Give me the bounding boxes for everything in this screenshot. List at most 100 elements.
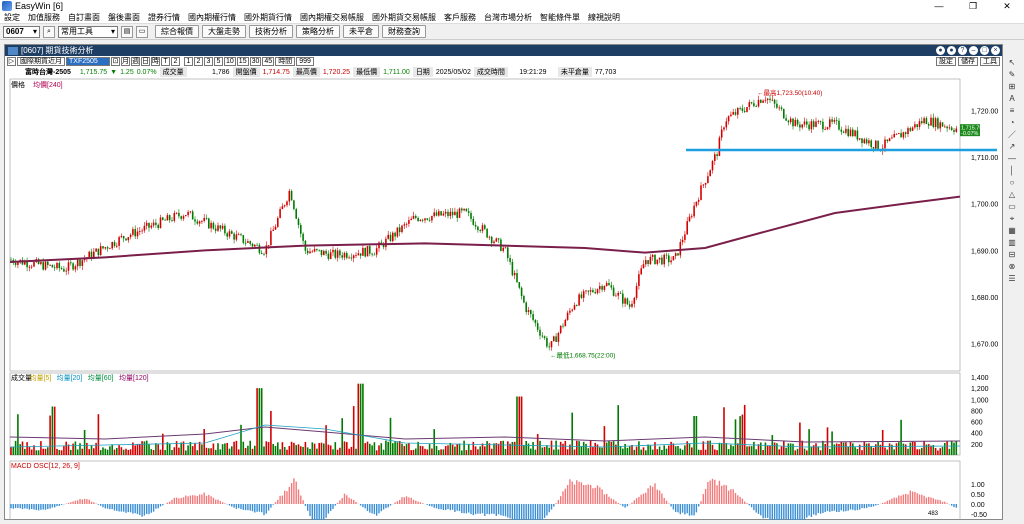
- link-icon[interactable]: ●: [936, 46, 945, 55]
- draw-tool-icon-4[interactable]: ≡: [1009, 106, 1015, 115]
- period-button-1[interactable]: 週: [131, 57, 140, 66]
- draw-tool-icon-16[interactable]: ⊟: [1008, 250, 1016, 259]
- period-button-5[interactable]: 2: [171, 57, 180, 66]
- draw-tool-icon-6[interactable]: ／: [1008, 130, 1016, 139]
- minimize-button[interactable]: —: [934, 1, 944, 11]
- menu-item-11[interactable]: 智能條件單: [540, 13, 580, 22]
- toolbar-button-2[interactable]: 技術分析: [249, 25, 293, 38]
- search-icon[interactable]: ⌕: [43, 25, 55, 38]
- period-button-0[interactable]: 月: [121, 57, 130, 66]
- help-icon[interactable]: ?: [958, 46, 967, 55]
- period-button-2[interactable]: 日: [141, 57, 150, 66]
- draw-tool-icon-12[interactable]: ▭: [1008, 202, 1016, 211]
- draw-tool-icon-1[interactable]: ✎: [1008, 70, 1016, 79]
- draw-tool-icon-7[interactable]: ↗: [1008, 142, 1016, 151]
- candle-body: [536, 323, 539, 330]
- draw-tool-icon-11[interactable]: △: [1008, 190, 1016, 199]
- minute-button-4[interactable]: 10: [224, 57, 236, 66]
- menu-item-10[interactable]: 台灣市場分析: [484, 13, 532, 22]
- minute-button-2[interactable]: 3: [204, 57, 213, 66]
- toolbar-button-1[interactable]: 大盤走勢: [202, 25, 246, 38]
- menu-item-9[interactable]: 客戶服務: [444, 13, 476, 22]
- macd-bar: [428, 504, 431, 506]
- technical-chart[interactable]: 1,720.00 1,710.00 1,700.00 1,690.00 1,680.00…: [5, 77, 1002, 520]
- draw-tool-icon-10[interactable]: ○: [1009, 178, 1015, 187]
- maximize-icon[interactable]: □: [980, 46, 989, 55]
- minute-button-7[interactable]: 45: [262, 57, 275, 66]
- menu-item-4[interactable]: 證券行情: [148, 13, 180, 22]
- draw-tool-icon-15[interactable]: ▥: [1008, 238, 1016, 247]
- volume-bar: [19, 444, 21, 455]
- price-tick: 1,670.00: [971, 342, 998, 349]
- candle-body: [415, 215, 417, 218]
- menu-item-1[interactable]: 加值服務: [28, 13, 60, 22]
- draw-tool-icon-14[interactable]: ▦: [1008, 226, 1016, 235]
- volume-bar: [900, 419, 902, 455]
- minute-button-3[interactable]: 5: [214, 57, 223, 66]
- last-price: 1,715.75: [79, 68, 108, 76]
- draw-tool-icon-8[interactable]: —: [1008, 154, 1016, 163]
- macd-bar: [806, 504, 808, 518]
- toolbar-button-3[interactable]: 策略分析: [296, 25, 340, 38]
- toolbar-button-5[interactable]: 財務查詢: [382, 25, 426, 38]
- macd-bar: [891, 498, 893, 504]
- candle-body: [350, 257, 353, 259]
- chart-option-button-2[interactable]: 工具: [980, 57, 1000, 66]
- draw-tool-icon-17[interactable]: ⊗: [1008, 262, 1016, 271]
- volume-bar: [334, 442, 337, 455]
- menu-item-7[interactable]: 國內期權交易帳服: [300, 13, 364, 22]
- minute-button-6[interactable]: 30: [249, 57, 262, 66]
- period-button-3[interactable]: 時: [151, 57, 160, 66]
- count-field[interactable]: 999: [296, 57, 314, 66]
- menu-item-8[interactable]: 國外期貨交易帳服: [372, 13, 436, 22]
- draw-tool-icon-3[interactable]: A: [1009, 94, 1015, 103]
- lock-icon[interactable]: ⊡: [111, 57, 120, 66]
- menu-item-3[interactable]: 盤後畫面: [108, 13, 140, 22]
- draw-tool-icon-13[interactable]: ⌖: [1009, 214, 1015, 223]
- minute-button-1[interactable]: 2: [194, 57, 203, 66]
- minute-button-5[interactable]: 15: [236, 57, 249, 66]
- minimize-icon[interactable]: –: [969, 46, 978, 55]
- volume-bar: [70, 449, 72, 455]
- draw-tool-icon-18[interactable]: ☰: [1008, 274, 1016, 283]
- draw-tool-icon-5[interactable]: ◔: [1009, 118, 1015, 127]
- volume-bar: [362, 383, 364, 455]
- code-combo[interactable]: 0607 ▾: [3, 25, 40, 38]
- period-type-combo[interactable]: 時間: [275, 57, 296, 66]
- volume-bar: [293, 442, 295, 455]
- product-combo[interactable]: 國際期貨近月: [17, 57, 65, 66]
- layout-icon[interactable]: ▤: [121, 25, 133, 38]
- play-icon[interactable]: ▷: [7, 57, 16, 66]
- maximize-button[interactable]: ❐: [968, 1, 978, 11]
- candle-body: [732, 112, 734, 115]
- window-icon[interactable]: ▭: [136, 25, 148, 38]
- toolbar-button-0[interactable]: 綜合報價: [155, 25, 199, 38]
- volume-bar: [594, 442, 596, 455]
- tools-combo[interactable]: 常用工具 ▾: [58, 25, 118, 38]
- draw-tool-icon-0[interactable]: ↖: [1008, 58, 1016, 67]
- volume-bar: [651, 449, 654, 455]
- volume-bar: [440, 449, 442, 455]
- toolbar-button-4[interactable]: 未平倉: [343, 25, 379, 38]
- draw-tool-icon-2[interactable]: ⊞: [1008, 82, 1016, 91]
- chart-option-button-1[interactable]: 儲存: [958, 57, 978, 66]
- menu-item-6[interactable]: 國外期貨行情: [244, 13, 292, 22]
- close-button[interactable]: ✕: [1003, 1, 1011, 11]
- menu-item-5[interactable]: 國內期權行情: [188, 13, 236, 22]
- minute-button-0[interactable]: 1: [184, 57, 193, 66]
- pin-icon[interactable]: ●: [947, 46, 956, 55]
- volume-bar: [442, 449, 445, 455]
- menu-item-2[interactable]: 自訂畫面: [68, 13, 100, 22]
- menu-item-12[interactable]: 線視說明: [588, 13, 620, 22]
- candle-body: [212, 222, 215, 229]
- macd-bar: [146, 504, 148, 514]
- draw-tool-icon-9[interactable]: │: [1009, 166, 1015, 175]
- close-icon[interactable]: ×: [991, 46, 1000, 55]
- candle-body: [339, 250, 341, 256]
- period-button-4[interactable]: T: [161, 57, 170, 66]
- menu-item-0[interactable]: 設定: [4, 13, 20, 22]
- macd-bar: [679, 504, 681, 515]
- chart-option-button-0[interactable]: 設定: [936, 57, 956, 66]
- contract-combo[interactable]: TXF2505: [66, 57, 110, 66]
- candle-body: [385, 238, 387, 248]
